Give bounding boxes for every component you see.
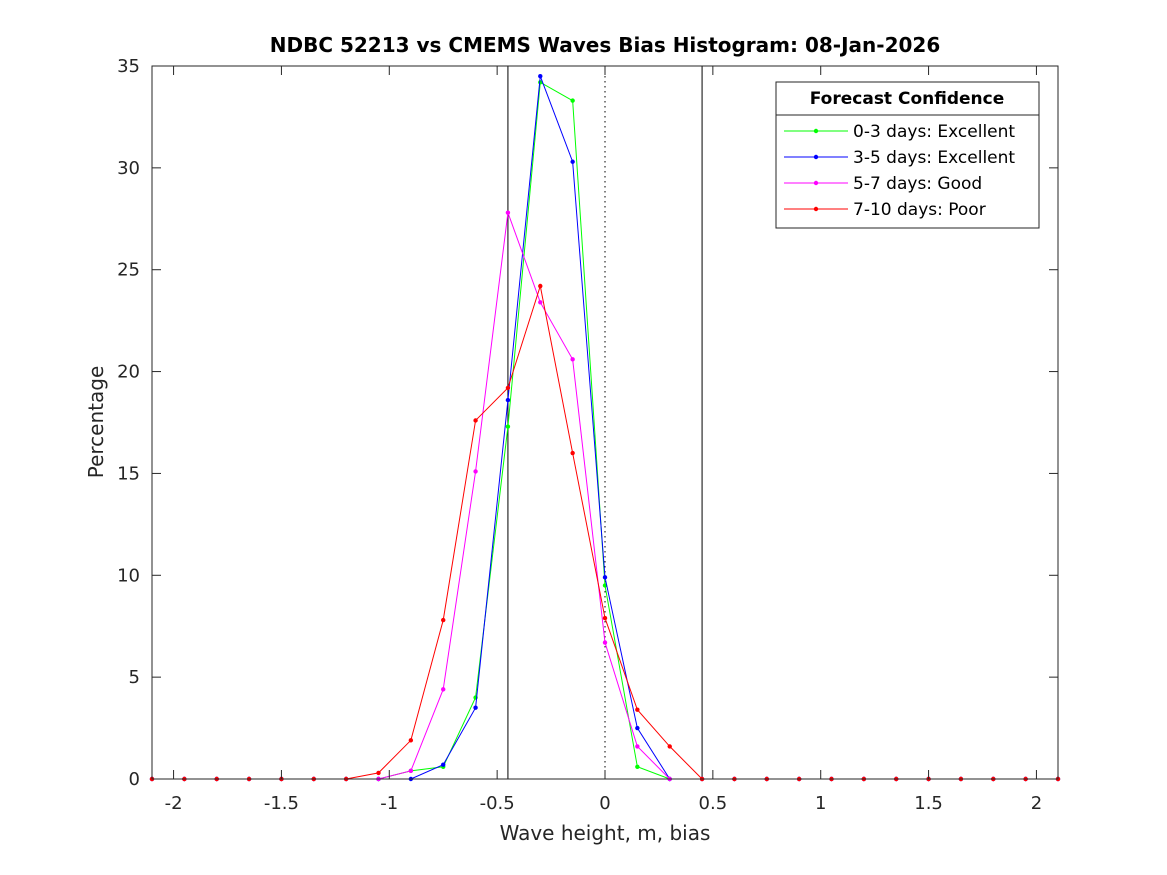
x-tick-label: 1.5 — [914, 793, 943, 814]
data-point — [473, 705, 478, 710]
data-point — [505, 210, 511, 215]
data-point — [602, 615, 608, 621]
x-tick-label: 0.5 — [699, 793, 728, 814]
data-point — [505, 424, 511, 429]
data-point — [408, 768, 414, 774]
y-tick-label: 5 — [129, 667, 140, 688]
legend-entry-2: 3-5 days: Excellent — [784, 148, 1015, 168]
data-point — [538, 73, 543, 79]
legend-marker — [813, 180, 819, 186]
legend-entry-1: 0-3 days: Excellent — [784, 122, 1015, 142]
data-point — [441, 617, 446, 623]
data-point — [570, 159, 575, 164]
data-point — [635, 744, 640, 749]
data-point — [408, 738, 414, 743]
y-tick-label: 0 — [129, 769, 140, 790]
data-point — [570, 98, 575, 103]
y-tick-label: 35 — [117, 56, 140, 77]
x-axis-label: Wave height, m, bias — [500, 821, 711, 845]
legend-entry-3: 5-7 days: Good — [784, 174, 982, 194]
data-point — [473, 469, 478, 474]
y-tick-label: 15 — [117, 463, 140, 484]
data-point — [570, 450, 575, 456]
x-tick-label: -0.5 — [480, 793, 515, 814]
data-point — [441, 687, 446, 692]
legend-label: 5-7 days: Good — [853, 174, 982, 194]
y-tick-label: 20 — [117, 362, 140, 383]
data-point — [602, 575, 608, 580]
legend-box — [775, 81, 1040, 229]
legend-marker — [813, 128, 819, 134]
x-tick-label: 0 — [599, 793, 610, 814]
legend-title: Forecast Confidence — [810, 89, 1005, 109]
data-point — [473, 418, 478, 423]
y-tick-label: 10 — [117, 565, 140, 586]
y-axis-label: Percentage — [84, 366, 108, 479]
data-point — [538, 283, 543, 289]
data-point — [635, 707, 640, 712]
y-tick-label: 30 — [117, 158, 140, 179]
data-point — [505, 397, 511, 403]
data-point — [538, 300, 543, 305]
x-tick-label: -1 — [380, 793, 398, 814]
data-point — [635, 725, 640, 731]
data-point — [570, 357, 575, 362]
data-point — [505, 385, 511, 391]
legend-entries: 0-3 days: Excellent 3-5 days: Excellent 5-… — [784, 122, 1015, 220]
data-point — [667, 744, 672, 749]
legend-marker — [813, 206, 819, 212]
legend-label: 0-3 days: Excellent — [853, 122, 1015, 142]
x-tick-label: 1 — [815, 793, 826, 814]
data-point — [441, 762, 446, 767]
legend-label: 7-10 days: Poor — [853, 200, 986, 220]
x-tick-label: -2 — [165, 793, 183, 814]
x-tick-label: -1.5 — [264, 793, 299, 814]
legend-label: 3-5 days: Excellent — [853, 148, 1015, 168]
chart-title: NDBC 52213 vs CMEMS Waves Bias Histogram… — [270, 33, 941, 57]
legend-marker — [813, 154, 819, 160]
y-tick-label: 25 — [117, 260, 140, 281]
data-point — [635, 764, 640, 769]
data-point — [376, 770, 381, 776]
legend-entry-4: 7-10 days: Poor — [784, 200, 986, 220]
legend: Forecast Confidence 0-3 days: Excellent 3… — [775, 81, 1040, 229]
data-point — [602, 640, 608, 645]
x-tick-label: 2 — [1031, 793, 1042, 814]
